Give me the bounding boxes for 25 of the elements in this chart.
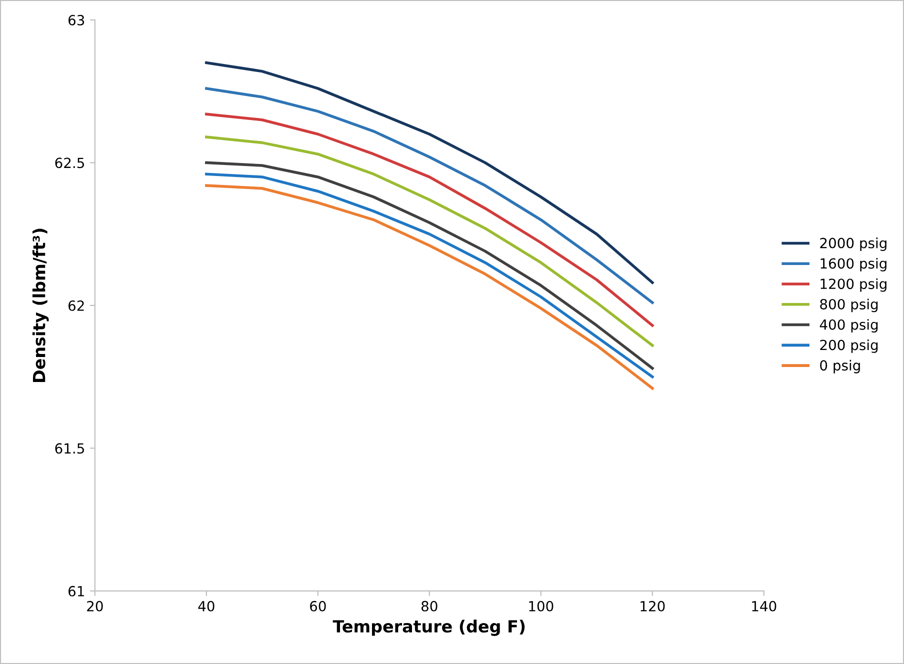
y-tick-label: 61 <box>68 586 84 596</box>
x-tick-label: 80 <box>422 600 438 612</box>
y-axis-title: Density (lbm/ft³) <box>32 228 49 382</box>
line-series <box>205 136 654 347</box>
x-axis-title: Temperature (deg F) <box>332 620 525 636</box>
x-tick-label: 20 <box>87 600 103 612</box>
x-tick-label: 40 <box>198 600 214 612</box>
legend-label: 200 psig <box>820 339 878 353</box>
y-tick-label: 62 <box>68 300 84 311</box>
y-tick-label: 63 <box>68 14 84 26</box>
line-series <box>205 87 654 304</box>
x-tick-label: 100 <box>529 600 554 612</box>
y-tick-label: 61.5 <box>55 443 84 454</box>
legend-label: 400 psig <box>820 319 878 333</box>
x-tick-label: 120 <box>640 600 665 612</box>
x-tick-label: 140 <box>752 600 776 612</box>
legend-label: 800 psig <box>820 298 878 312</box>
y-tick-label: 62.5 <box>55 158 84 168</box>
legend-label: 1200 psig <box>820 278 886 292</box>
legend-label: 1600 psig <box>820 258 886 272</box>
legend-label: 2000 psig <box>820 238 886 251</box>
line-series <box>205 112 654 327</box>
legend-label: 0 psig <box>820 360 860 374</box>
x-tick-label: 60 <box>310 600 326 612</box>
line-series <box>205 61 654 284</box>
